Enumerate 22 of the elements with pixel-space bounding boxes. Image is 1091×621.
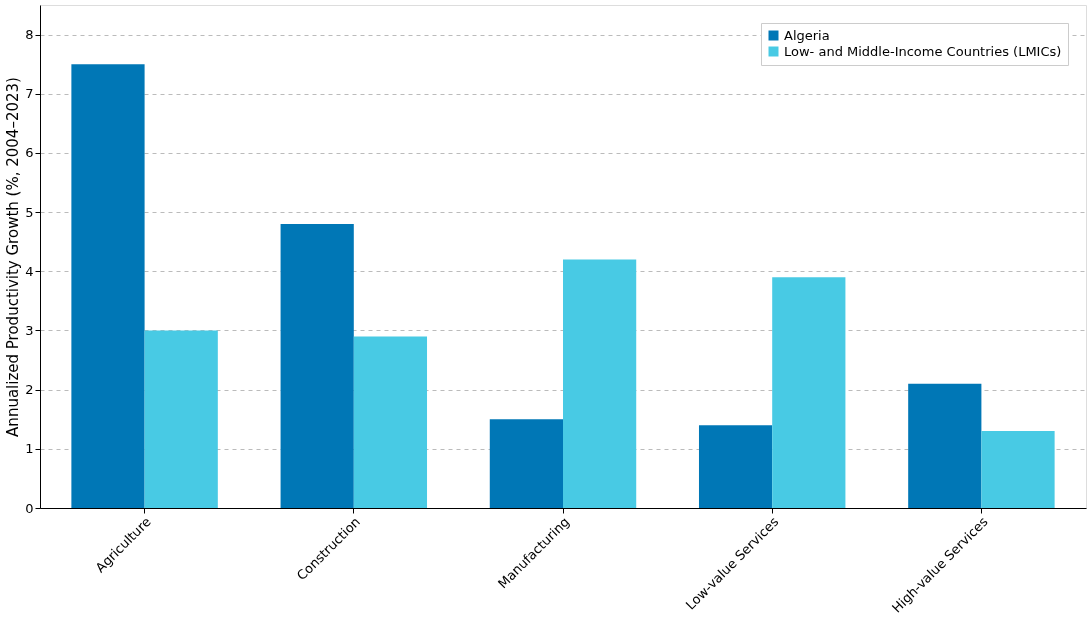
y-tick-label: 3 bbox=[25, 322, 34, 338]
bar bbox=[489, 419, 563, 508]
y-tick-label: 2 bbox=[25, 382, 34, 398]
y-tick-label: 6 bbox=[25, 145, 34, 161]
y-tick-label: 8 bbox=[25, 27, 34, 43]
y-tick-label: 0 bbox=[25, 500, 34, 516]
y-tick-label: 5 bbox=[25, 204, 34, 220]
bar bbox=[772, 277, 846, 508]
bar bbox=[353, 336, 428, 508]
legend-label: Algeria bbox=[784, 27, 830, 43]
legend-label: Low- and Middle-Income Countries (LMICs) bbox=[784, 43, 1062, 59]
bar bbox=[71, 64, 145, 508]
y-tick-label: 4 bbox=[25, 263, 34, 279]
y-axis-title: Annualized Productivity Growth (%, 2004–2023) bbox=[4, 77, 23, 437]
bar bbox=[698, 425, 773, 508]
bar bbox=[908, 383, 982, 508]
bar bbox=[144, 330, 218, 508]
bar bbox=[280, 223, 354, 508]
y-tick-label: 7 bbox=[25, 86, 34, 102]
y-tick-label: 1 bbox=[25, 441, 34, 457]
bar bbox=[981, 431, 1055, 508]
bar bbox=[563, 259, 637, 508]
